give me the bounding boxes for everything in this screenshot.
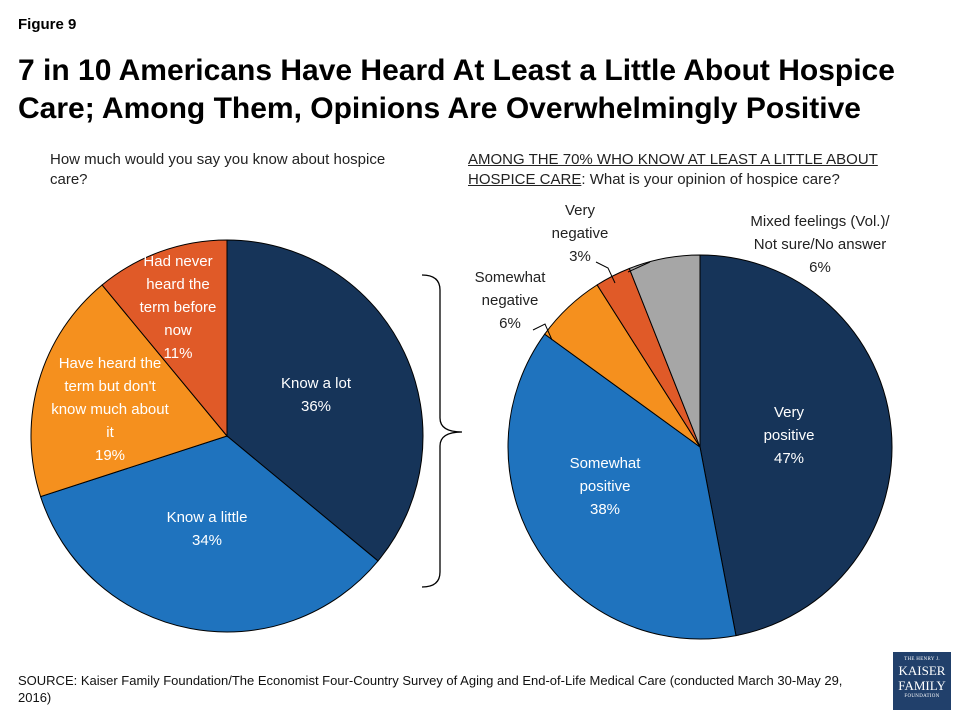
source-note: SOURCE: Kaiser Family Foundation/The Eco… [18,673,843,705]
slice-label-1-4: Mixed feelings (Vol.)/Not sure/No answer… [750,213,890,276]
logo-line-3: FAMILY [898,678,946,693]
leader-lines [532,261,651,341]
right-question: AMONG THE 70% WHO KNOW AT LEAST A LITTLE… [468,150,928,190]
page-title: 7 in 10 Americans Have Heard At Least a … [18,54,895,125]
slice-label-0-2: Have heard the term but don't know much ab… [51,355,169,464]
left-question: How much would you say you know about ho… [50,151,386,188]
bracket [421,274,463,588]
kff-logo: THE HENRY J. KAISER FAMILY FOUNDATION [893,652,951,710]
pie-chart-opinion: Very positive 47% Somewhat positive 38% Somewh… [475,202,893,640]
slice-label-0-0: Know a lot 36% [281,375,352,415]
pie-slice-0-1 [39,435,379,633]
right-question-underlined: AMONG THE 70% WHO KNOW AT LEAST A LITTLE… [468,151,878,188]
slice-label-1-0: Very positive 47% [764,404,815,467]
pie-slice-1-4 [628,254,701,448]
slice-label-1-2: Somewhat negative 6% [475,269,547,332]
pie-slice-0-3 [101,239,228,438]
logo-line-1: THE HENRY J. [904,657,940,662]
logo-line-2: KAISER [898,663,946,678]
pie-slice-1-0 [699,254,893,637]
logo-line-4: FOUNDATION [904,694,940,699]
pie-chart-knowledge: Know a lot 36% Know a little 34% Have heard … [30,239,424,633]
leader-line-1 [595,261,616,284]
slice-label-1-1: Somewhat positive 38% [570,455,642,518]
leader-line-0 [532,323,553,341]
right-question-rest: : What is your opinion of hospice care? [581,171,840,188]
pie-slice-1-1 [507,333,737,640]
pie-slice-0-0 [226,239,424,562]
slice-label-1-3: Very negative 3% [552,202,609,265]
figure-label: Figure 9 [18,16,77,33]
slice-label-0-1: Know a little 34% [167,509,248,549]
pie-slice-0-2 [30,284,228,498]
leader-line-2 [627,261,651,273]
slice-label-0-3: Had never heard the term before now 11% [140,253,217,362]
